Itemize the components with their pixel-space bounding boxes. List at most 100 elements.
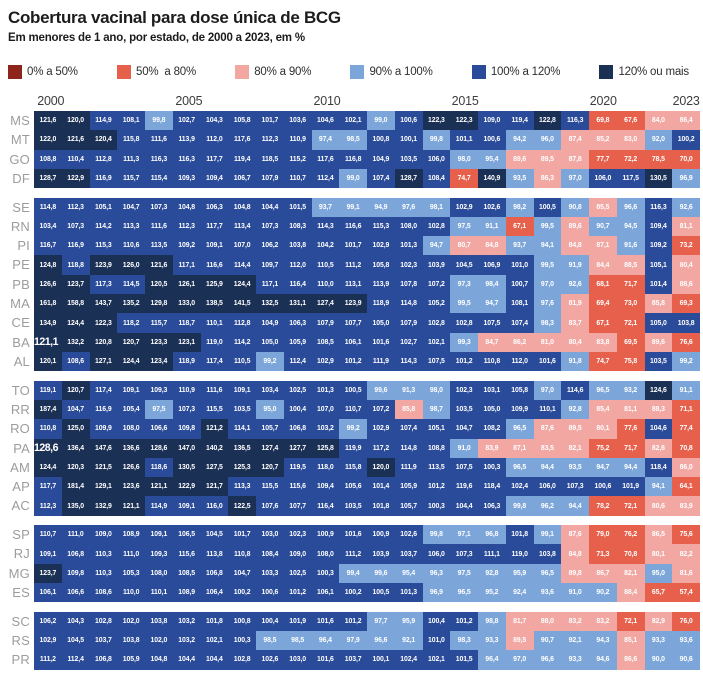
heatmap-cell: 105,1: [644, 255, 673, 275]
heatmap-cell: 75,2: [589, 438, 617, 458]
heatmap-cell: 85,1: [616, 630, 645, 651]
heatmap-cell: 105,8: [505, 380, 534, 400]
heatmap-cell: 108,3: [283, 216, 312, 237]
heatmap-cell: 90,7: [589, 216, 617, 237]
heatmap-cell: 102,3: [283, 525, 312, 545]
heatmap-cell: 140,2: [200, 438, 229, 458]
heatmap-cell: 88,0: [533, 611, 562, 631]
legend-swatch-icon: [235, 65, 250, 79]
heatmap-cell: 103,7: [89, 630, 118, 651]
heatmap-cell: 72,2: [616, 149, 645, 169]
heatmap-cell: 112,4: [61, 650, 90, 670]
heatmap-cell: 118,9: [172, 351, 201, 372]
heatmap-cell: 109,0: [478, 111, 506, 131]
heatmap-cell: 119,4: [228, 149, 256, 169]
heatmap-cell: 96,6: [367, 630, 395, 651]
heatmap-cell: 84,8: [561, 544, 589, 564]
row-label-ce: CE: [11, 315, 30, 331]
state-group: SC 106,2 104,3 102,8 102,0 103,8 103,2 101,8 100…: [0, 611, 703, 670]
row-cells: 123,7 109,8 110,3 105,3 108,0 108,5 106,8 104,7…: [34, 563, 700, 583]
heatmap-cell: 101,2: [283, 583, 312, 603]
heatmap-cell: 99,2: [256, 351, 284, 372]
heatmap-cell: 94,1: [533, 236, 562, 256]
heatmap-cell: 106,9: [478, 255, 506, 275]
heatmap-cell: 68,1: [589, 274, 617, 295]
heatmap-cell: 91,9: [561, 255, 589, 275]
heatmap-cell: 105,8: [228, 111, 256, 131]
row-label-mg: MG: [8, 565, 30, 581]
heatmap-cell: 112,0: [200, 130, 229, 150]
heatmap-cell: 102,0: [145, 630, 173, 651]
heatmap-cell: 119,4: [505, 111, 534, 131]
page-subtitle: Em menores de 1 ano, por estado, de 2000…: [8, 32, 305, 44]
heatmap-cell: 98,4: [478, 274, 506, 295]
heatmap-cell: 102,8: [89, 611, 118, 631]
heatmap-cell: 102,5: [283, 563, 312, 583]
heatmap-cell: 105,7: [256, 419, 284, 439]
heatmap-cell: 97,7: [367, 611, 395, 631]
x-axis-label: 2015: [451, 94, 479, 108]
heatmap-cell: 107,6: [256, 496, 284, 516]
heatmap-cell: 110,8: [228, 544, 256, 564]
heatmap-cell: 78,2: [589, 496, 617, 516]
heatmap-cell: 100,5: [339, 380, 367, 400]
heatmap-cell: 103,7: [339, 650, 367, 670]
heatmap-cell: 102,3: [394, 255, 423, 275]
heatmap-cell: 106,8: [89, 650, 118, 670]
heatmap-row: AL 120,1 108,6 127,1 124,4 123,4 118,9 117,4 110…: [0, 351, 703, 372]
heatmap-cell: 91,1: [478, 216, 506, 237]
heatmap-cell: 120,0: [367, 457, 395, 478]
heatmap-cell: 103,8: [145, 611, 173, 631]
heatmap-cell: 89,8: [561, 563, 589, 583]
heatmap-cell: 119,9: [339, 438, 367, 458]
heatmap-cell: 103,0: [256, 525, 284, 545]
heatmap-cell: 97,0: [533, 380, 562, 400]
heatmap-cell: 107,3: [61, 216, 90, 237]
heatmap-cell: 110,8: [478, 351, 506, 372]
heatmap-cell: 120,0: [61, 111, 90, 131]
heatmap-cell: 131,1: [283, 294, 312, 314]
heatmap-row: PA 128,6 136,4 147,6 136,6 128,6 147,0 140,2 136…: [0, 438, 703, 458]
heatmap-cell: 91,3: [394, 380, 423, 400]
heatmap-cell: 116,7: [34, 236, 62, 256]
heatmap-cell: 87,6: [561, 525, 589, 545]
heatmap-cell: 109,1: [34, 544, 62, 564]
heatmap-cell: 97,1: [450, 525, 478, 545]
heatmap-cell: 81,0: [533, 332, 562, 352]
row-cells: 102,9 104,5 103,7 103,8 102,0 103,2 102,1 100,3…: [34, 630, 700, 651]
heatmap-cell: 122,0: [34, 130, 62, 150]
heatmap-cell: 128,6: [34, 438, 62, 458]
heatmap-cell: 100,3: [228, 630, 256, 651]
heatmap-cell: 98,0: [422, 380, 451, 400]
heatmap-cell: 92,1: [561, 630, 589, 651]
heatmap-cell: 89,5: [505, 630, 534, 651]
heatmap-cell: 83,2: [589, 611, 617, 631]
heatmap-cell: 70,8: [616, 544, 645, 564]
heatmap-cell: 110,3: [89, 563, 118, 583]
heatmap-row: RJ 109,1 106,8 110,3 111,0 109,3 115,6 113,8 110…: [0, 544, 703, 564]
heatmap-cell: 119,5: [283, 457, 312, 478]
heatmap-cell: 118,0: [311, 457, 340, 478]
heatmap-cell: 110,7: [283, 168, 312, 189]
heatmap-cell: 118,7: [172, 313, 201, 333]
heatmap-cell: 108,2: [478, 419, 506, 439]
heatmap-cell: 108,9: [117, 525, 145, 545]
heatmap-cell: 101,6: [311, 611, 340, 631]
heatmap-cell: 100,1: [367, 650, 395, 670]
heatmap-cell: 98,2: [505, 197, 534, 217]
heatmap-cell: 113,3: [117, 216, 145, 237]
heatmap-cell: 105,7: [394, 496, 423, 516]
heatmap-cell: 117,3: [89, 274, 118, 295]
row-label-ac: AC: [11, 498, 30, 514]
heatmap-cell: 99,5: [450, 294, 478, 314]
heatmap-cell: 109,3: [145, 544, 173, 564]
heatmap-cell: 101,7: [228, 525, 256, 545]
heatmap-cell: 108,6: [89, 583, 118, 603]
heatmap-cell: 97,6: [533, 294, 562, 314]
heatmap-cell: 125,9: [200, 274, 229, 295]
heatmap-cell: 109,8: [172, 419, 201, 439]
state-group: SE 114,8 112,3 105,1 104,7 107,3 104,8 106,3 104…: [0, 197, 703, 372]
heatmap-cell: 78,5: [644, 149, 673, 169]
heatmap-cell: 111,2: [339, 544, 367, 564]
heatmap-cell: 116,3: [644, 197, 673, 217]
